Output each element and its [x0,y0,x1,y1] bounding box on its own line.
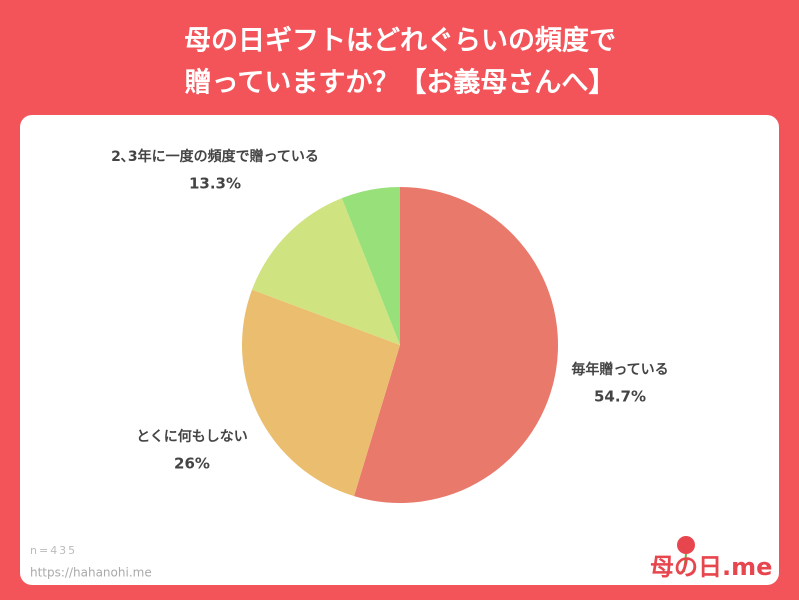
source-url: https://hahanohi.me [30,566,152,580]
sample-size: n=435 [30,544,77,557]
chart-title: 贈っていますか？【お義母さんへ】 [185,67,616,99]
pie-slice [242,289,400,497]
pie-slice [252,198,400,345]
pie-slice [341,187,400,345]
slice-label: 毎年贈っている [571,361,668,378]
slice-value: 54.7% [594,388,646,406]
slice-label: 2､3年に一度の頻度で贈っている [111,148,319,165]
pie-slice [354,187,558,503]
slice-value: 13.3% [189,175,241,193]
slice-label: とくに何もしない [136,428,248,445]
logo-text: 母の日.me [650,553,772,581]
logo-flower [677,536,695,554]
logo-stem [683,553,687,573]
logo: 母の日.me [650,536,772,581]
chart-title: 母の日ギフトはどれぐらいの頻度で [184,25,616,57]
slice-value: 26% [174,455,210,473]
